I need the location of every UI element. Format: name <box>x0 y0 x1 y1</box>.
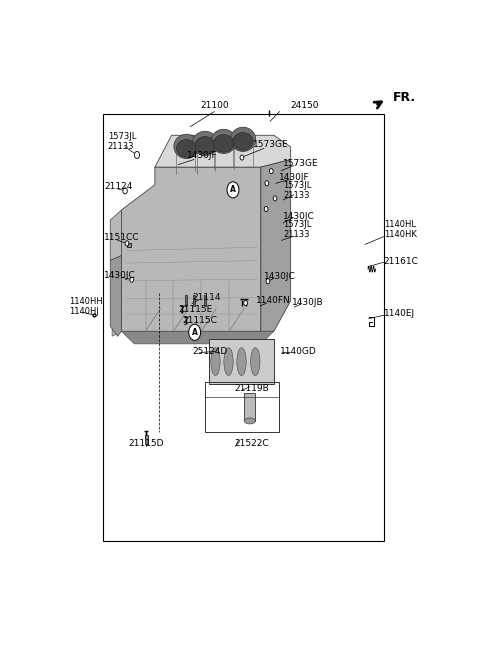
Text: A: A <box>230 186 236 194</box>
Bar <box>209 339 274 384</box>
Text: 1430JB: 1430JB <box>292 298 324 306</box>
Circle shape <box>265 181 269 186</box>
Text: 1151CC: 1151CC <box>104 233 139 242</box>
Bar <box>103 114 384 541</box>
Ellipse shape <box>237 348 246 375</box>
Circle shape <box>244 300 248 306</box>
Ellipse shape <box>195 136 215 154</box>
Ellipse shape <box>224 348 233 375</box>
Circle shape <box>189 324 201 340</box>
Bar <box>244 393 255 421</box>
Polygon shape <box>110 210 121 260</box>
Circle shape <box>264 207 268 212</box>
Ellipse shape <box>211 129 236 154</box>
Circle shape <box>130 277 133 282</box>
Text: 1573JL
21133: 1573JL 21133 <box>108 132 136 152</box>
Circle shape <box>266 279 270 284</box>
Text: 1573JL
21133: 1573JL 21133 <box>283 180 312 200</box>
Text: 21115C: 21115C <box>182 316 217 325</box>
Circle shape <box>269 169 273 174</box>
Ellipse shape <box>211 348 220 375</box>
Circle shape <box>227 182 239 198</box>
Text: 21161C: 21161C <box>384 256 419 266</box>
Text: 1140HL
1140HK: 1140HL 1140HK <box>384 220 417 239</box>
Polygon shape <box>261 159 290 331</box>
Text: 1140GD: 1140GD <box>279 346 316 356</box>
Text: 21522C: 21522C <box>235 440 269 449</box>
Text: 1430JC: 1430JC <box>283 212 315 221</box>
Text: 25124D: 25124D <box>192 346 228 356</box>
Text: 1430JF: 1430JF <box>279 173 310 182</box>
Bar <box>193 295 195 306</box>
Text: 24150: 24150 <box>290 101 319 110</box>
Circle shape <box>123 188 127 194</box>
Text: FR.: FR. <box>393 91 416 104</box>
Circle shape <box>273 196 277 201</box>
Ellipse shape <box>214 134 234 152</box>
Text: 21114: 21114 <box>192 293 221 302</box>
Circle shape <box>125 241 129 246</box>
Polygon shape <box>112 321 121 337</box>
Polygon shape <box>155 135 290 167</box>
Text: 1573GE: 1573GE <box>253 140 289 150</box>
Bar <box>204 295 206 306</box>
Text: 1573GE: 1573GE <box>283 159 319 168</box>
Text: 1573JL
21133: 1573JL 21133 <box>283 220 312 239</box>
Bar <box>185 295 187 306</box>
Ellipse shape <box>230 127 256 152</box>
Text: 1140EJ: 1140EJ <box>384 308 415 318</box>
Ellipse shape <box>177 140 196 157</box>
Circle shape <box>240 155 244 160</box>
Polygon shape <box>121 167 261 331</box>
Ellipse shape <box>192 131 218 155</box>
Polygon shape <box>121 331 274 344</box>
Ellipse shape <box>251 348 260 375</box>
Bar <box>145 436 148 444</box>
Text: 1430JF: 1430JF <box>186 150 217 159</box>
Polygon shape <box>110 255 121 337</box>
Text: 21115E: 21115E <box>178 304 213 314</box>
Circle shape <box>134 152 140 159</box>
Text: 1140FN: 1140FN <box>256 295 291 304</box>
Text: 21115D: 21115D <box>129 440 164 449</box>
Text: 21100: 21100 <box>200 101 228 110</box>
Text: 21119B: 21119B <box>234 384 269 393</box>
Ellipse shape <box>233 133 253 150</box>
Bar <box>205 382 279 432</box>
Text: A: A <box>192 328 198 337</box>
Text: 1140HH
1140HJ: 1140HH 1140HJ <box>69 297 103 316</box>
Ellipse shape <box>244 418 255 424</box>
Bar <box>127 243 132 247</box>
Text: 1430JC: 1430JC <box>104 271 136 279</box>
Text: 1430JC: 1430JC <box>264 272 296 281</box>
Text: 21124: 21124 <box>104 182 132 191</box>
Ellipse shape <box>174 134 199 159</box>
